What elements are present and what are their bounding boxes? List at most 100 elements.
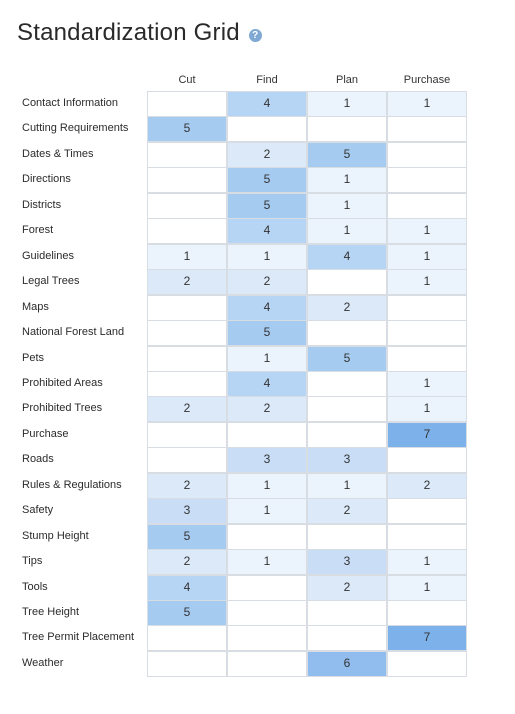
row-label: Prohibited Trees — [22, 402, 103, 414]
heatmap-cell: 2 — [307, 575, 387, 601]
heatmap-cell — [387, 524, 467, 550]
row-label: Guidelines — [22, 250, 74, 262]
row-label: Maps — [22, 301, 49, 313]
heatmap-cell: 4 — [147, 575, 227, 601]
heatmap-cell — [307, 524, 387, 550]
heatmap-cell: 1 — [227, 244, 307, 270]
heatmap-cell — [307, 269, 387, 295]
heatmap-cell: 4 — [227, 295, 307, 321]
heatmap-cell — [147, 193, 227, 219]
column-header: Cut — [178, 74, 196, 86]
heatmap-cell: 7 — [387, 625, 467, 651]
heatmap-cell: 3 — [307, 447, 387, 473]
heatmap-cell — [227, 524, 307, 550]
heatmap-cell — [227, 116, 307, 142]
row-label: Dates & Times — [22, 148, 94, 160]
heatmap-cell — [307, 320, 387, 346]
heatmap-cell: 1 — [307, 91, 387, 117]
heatmap-cell: 1 — [307, 193, 387, 219]
heatmap-cell — [307, 371, 387, 397]
heatmap-cell — [387, 193, 467, 219]
heatmap-cell: 5 — [147, 524, 227, 550]
row-label: Legal Trees — [22, 275, 80, 287]
row-label: Safety — [22, 504, 54, 516]
heatmap-cell — [387, 346, 467, 372]
heatmap-cell — [147, 295, 227, 321]
heatmap-cell: 2 — [387, 473, 467, 499]
heatmap-cell: 7 — [387, 422, 467, 448]
heatmap-cell: 5 — [147, 116, 227, 142]
question-circle-icon[interactable]: ? — [248, 29, 262, 42]
heatmap-cell: 2 — [147, 549, 227, 575]
heatmap-cell: 3 — [307, 549, 387, 575]
heatmap-cell — [227, 600, 307, 626]
heatmap-cell — [307, 422, 387, 448]
heatmap-cell: 2 — [147, 269, 227, 295]
heatmap-cell — [227, 422, 307, 448]
heatmap-cell: 5 — [227, 167, 307, 193]
heatmap-cell: 1 — [387, 396, 467, 422]
heatmap-cell: 1 — [307, 218, 387, 244]
column-header: Find — [256, 74, 278, 86]
row-label: Prohibited Areas — [22, 377, 103, 389]
heatmap-cell — [147, 91, 227, 117]
heatmap-cell: 1 — [387, 218, 467, 244]
row-label: Districts — [22, 199, 62, 211]
heatmap-cell: 1 — [227, 346, 307, 372]
heatmap-cell: 2 — [307, 295, 387, 321]
heatmap-cell — [387, 447, 467, 473]
row-label: Tools — [22, 581, 48, 593]
heatmap-cell: 1 — [387, 244, 467, 270]
column-header: Plan — [335, 74, 359, 86]
row-label: National Forest Land — [22, 326, 125, 338]
heatmap-cell: 2 — [227, 142, 307, 168]
row-label: Stump Height — [22, 530, 89, 542]
heatmap-cell: 1 — [307, 167, 387, 193]
row-label: Purchase — [22, 428, 69, 440]
heatmap-cell — [387, 320, 467, 346]
heatmap-cell: 1 — [387, 91, 467, 117]
heatmap-cell — [307, 396, 387, 422]
heatmap-cell — [147, 447, 227, 473]
heatmap-cell — [387, 167, 467, 193]
heatmap-cell: 1 — [227, 498, 307, 524]
heatmap-cell — [227, 651, 307, 677]
heatmap-cell: 4 — [227, 218, 307, 244]
row-label: Tree Height — [22, 606, 80, 618]
heatmap-cell: 4 — [227, 91, 307, 117]
heatmap-cell — [147, 625, 227, 651]
row-label: Contact Information — [22, 97, 118, 109]
row-label: Rules & Regulations — [22, 479, 122, 491]
row-label: Forest — [22, 224, 54, 236]
heatmap-cell — [387, 651, 467, 677]
heatmap-cell: 1 — [227, 549, 307, 575]
heatmap-cell: 1 — [387, 371, 467, 397]
heatmap-cell: 2 — [307, 498, 387, 524]
heatmap-cell: 4 — [307, 244, 387, 270]
heatmap-cell: 1 — [387, 269, 467, 295]
heatmap-cell: 1 — [387, 575, 467, 601]
heatmap-cell: 2 — [227, 396, 307, 422]
heatmap-cell — [307, 116, 387, 142]
heatmap-cell: 2 — [147, 473, 227, 499]
column-header: Purchase Permit — [403, 74, 451, 102]
row-label: Cutting Requirements — [22, 122, 129, 134]
heatmap-cell: 1 — [147, 244, 227, 270]
heatmap-cell: 5 — [227, 193, 307, 219]
row-label: Directions — [22, 173, 71, 185]
row-label: Tips — [22, 555, 43, 567]
heatmap-cell — [147, 651, 227, 677]
heatmap-cell — [147, 320, 227, 346]
heatmap-cell: 1 — [307, 473, 387, 499]
heatmap-cell — [147, 422, 227, 448]
heatmap-cell — [147, 167, 227, 193]
row-label: Weather — [22, 657, 64, 669]
heatmap-cell: 6 — [307, 651, 387, 677]
heatmap-cell — [147, 142, 227, 168]
heatmap-cell — [227, 575, 307, 601]
heatmap-cell: 2 — [227, 269, 307, 295]
heatmap-cell: 5 — [227, 320, 307, 346]
heatmap-cell: 5 — [147, 600, 227, 626]
heatmap-cell — [147, 371, 227, 397]
heatmap-cell — [387, 498, 467, 524]
